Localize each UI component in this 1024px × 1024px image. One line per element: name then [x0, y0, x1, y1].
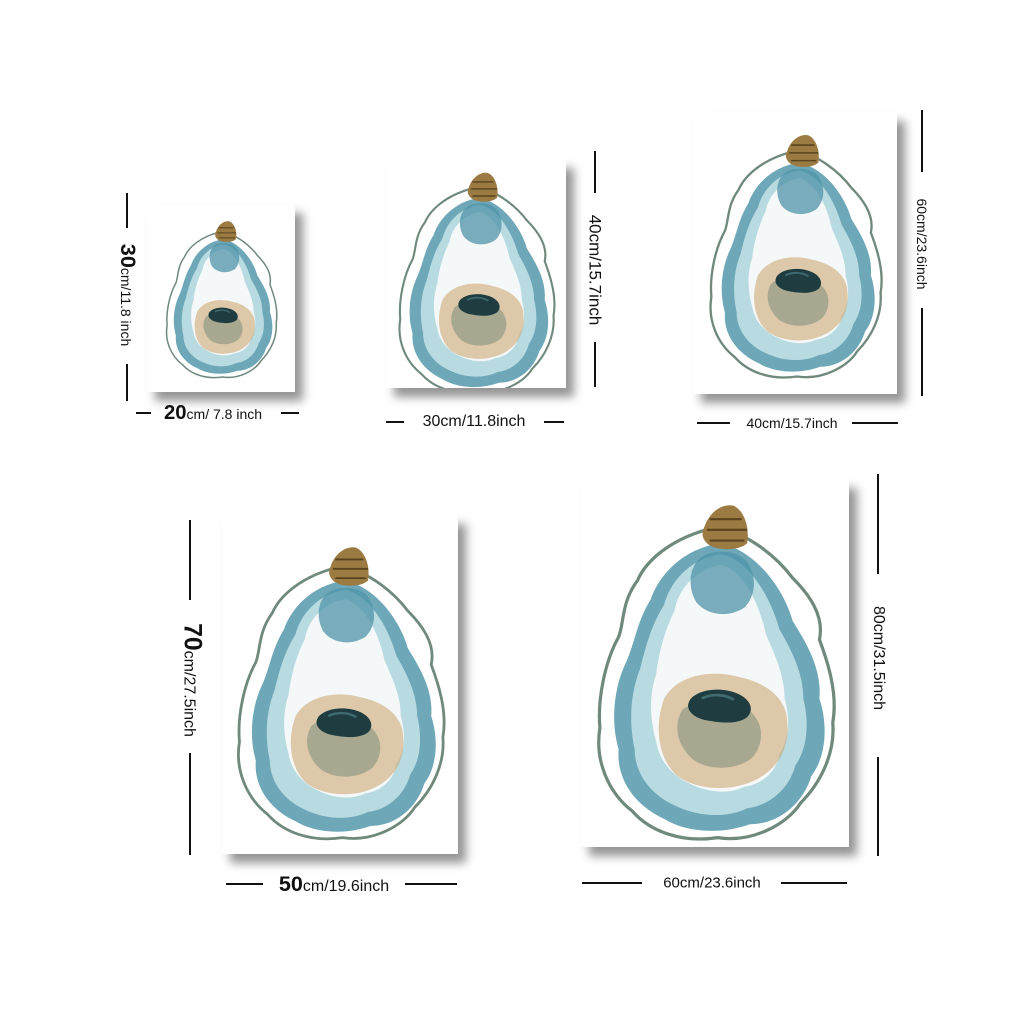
oyster-artwork — [237, 545, 446, 841]
width-dimension-line — [281, 412, 299, 414]
height-dimension-line — [126, 193, 128, 228]
height-dimension-line — [594, 342, 596, 387]
width-dimension-line — [697, 422, 730, 424]
height-dimension-line — [126, 364, 128, 401]
height-dimension-line — [921, 110, 923, 172]
width-unit: cm/19.6inch — [302, 878, 390, 895]
width-label: 20cm/ 7.8 inch — [164, 403, 262, 423]
height-label: 70cm/27.5inch — [178, 623, 206, 737]
width-dimension-line — [136, 412, 151, 414]
canvas-print-40x60 — [693, 112, 897, 394]
height-label: 80cm/31.5inch — [870, 605, 887, 711]
height-unit: cm/27.5inch — [180, 650, 198, 737]
oyster-artwork — [165, 220, 278, 379]
height-label: 40cm/15.7inch — [585, 214, 605, 326]
width-dimension-line — [405, 883, 457, 885]
oyster-artwork — [398, 171, 556, 388]
height-dimension-line — [877, 757, 879, 856]
oyster-artwork — [597, 503, 836, 841]
width-number: 20 — [163, 401, 187, 424]
width-label: 50cm/19.6inch — [279, 873, 389, 895]
canvas-print-50x70 — [222, 515, 458, 854]
width-dimension-line — [386, 421, 404, 423]
width-label: 40cm/15.7inch — [746, 415, 838, 431]
width-dimension-line — [544, 421, 564, 423]
height-dimension-line — [877, 474, 879, 574]
height-number: 70 — [178, 623, 206, 651]
oyster-artwork — [709, 133, 883, 379]
width-dimension-line — [582, 882, 642, 884]
width-label: 60cm/23.6inch — [663, 874, 761, 892]
canvas-print-30x40 — [386, 159, 566, 388]
height-dimension-line — [189, 753, 191, 855]
height-dimension-line — [189, 520, 191, 600]
height-unit: cm/11.8 inch — [117, 267, 134, 347]
width-unit: cm/ 7.8 inch — [186, 405, 263, 422]
width-label: 30cm/11.8inch — [422, 413, 526, 430]
height-label: 60cm/23.6inch — [914, 198, 930, 290]
canvas-print-20x30 — [147, 204, 295, 392]
width-number: 50 — [278, 871, 303, 896]
canvas-print-60x80 — [581, 479, 849, 847]
height-number: 30 — [115, 243, 141, 268]
width-dimension-line — [781, 882, 847, 884]
width-dimension-line — [226, 883, 263, 885]
height-dimension-line — [921, 308, 923, 396]
height-label: 30cm/11.8 inch — [115, 243, 141, 347]
height-dimension-line — [594, 151, 596, 193]
width-dimension-line — [852, 422, 898, 424]
